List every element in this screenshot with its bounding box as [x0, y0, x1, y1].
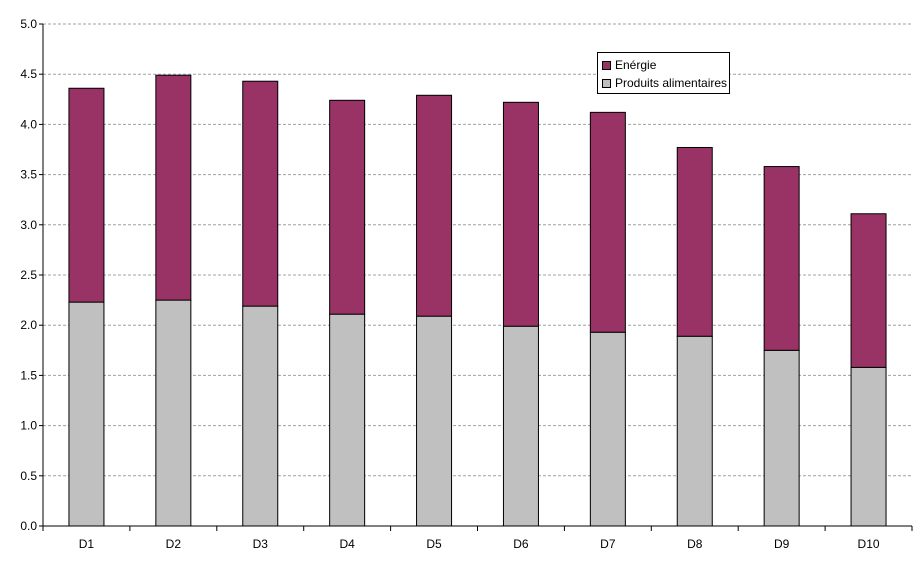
bar-produits-alimentaires-d6 — [502, 325, 539, 527]
y-tick-label: 3.0 — [20, 218, 37, 232]
bar-produits-alimentaires-d4 — [329, 313, 366, 527]
legend-swatch-produits-alimentaires — [602, 78, 611, 88]
bar-produits-alimentaires-d1 — [68, 301, 105, 527]
bar-energie-d2 — [155, 74, 192, 301]
bar-produits-alimentaires-d3 — [242, 305, 279, 527]
bar-produits-alimentaires-d10 — [850, 366, 887, 527]
bar-energie-d10 — [850, 213, 887, 368]
x-tick-label: D6 — [513, 537, 529, 551]
bar-energie-d4 — [329, 99, 366, 315]
legend: Enérgie Produits alimentaires — [597, 52, 730, 94]
y-tick-label: 1.5 — [20, 368, 37, 382]
y-tick-label: 2.0 — [20, 318, 37, 332]
x-tick-label: D7 — [600, 537, 616, 551]
x-tick-label: D9 — [774, 537, 790, 551]
x-tick-label: D1 — [79, 537, 95, 551]
bar-energie-d9 — [763, 166, 800, 351]
bar-energie-d3 — [242, 80, 279, 307]
x-tick-label: D2 — [166, 537, 182, 551]
bar-energie-d1 — [68, 87, 105, 303]
y-tick-label: 5.0 — [20, 17, 37, 31]
bar-produits-alimentaires-d9 — [763, 349, 800, 527]
bar-produits-alimentaires-d2 — [155, 299, 192, 527]
legend-item-produits-alimentaires: Produits alimentaires — [602, 74, 729, 92]
legend-label-energie: Enérgie — [615, 58, 657, 72]
y-tick-label: 3.5 — [20, 168, 37, 182]
x-tick-label: D5 — [426, 537, 442, 551]
x-tick-label: D10 — [858, 537, 880, 551]
bar-produits-alimentaires-d7 — [589, 331, 626, 527]
bar-energie-d8 — [676, 146, 713, 337]
legend-item-energie: Enérgie — [602, 56, 729, 74]
bar-produits-alimentaires-d5 — [416, 315, 453, 527]
x-tick-label: D4 — [339, 537, 355, 551]
x-tick-label: D3 — [253, 537, 269, 551]
y-tick-label: 0.0 — [20, 519, 37, 533]
y-tick-label: 4.5 — [20, 67, 37, 81]
y-tick-label: 0.5 — [20, 469, 37, 483]
legend-swatch-energie — [602, 60, 611, 70]
y-tick-label: 2.5 — [20, 268, 37, 282]
bar-produits-alimentaires-d8 — [676, 335, 713, 527]
bar-energie-d7 — [589, 111, 626, 333]
y-tick-label: 1.0 — [20, 419, 37, 433]
bar-energie-d5 — [416, 94, 453, 317]
y-tick-label: 4.0 — [20, 117, 37, 131]
bar-energie-d6 — [502, 101, 539, 327]
legend-label-produits-alimentaires: Produits alimentaires — [615, 76, 728, 90]
x-tick-label: D8 — [687, 537, 703, 551]
